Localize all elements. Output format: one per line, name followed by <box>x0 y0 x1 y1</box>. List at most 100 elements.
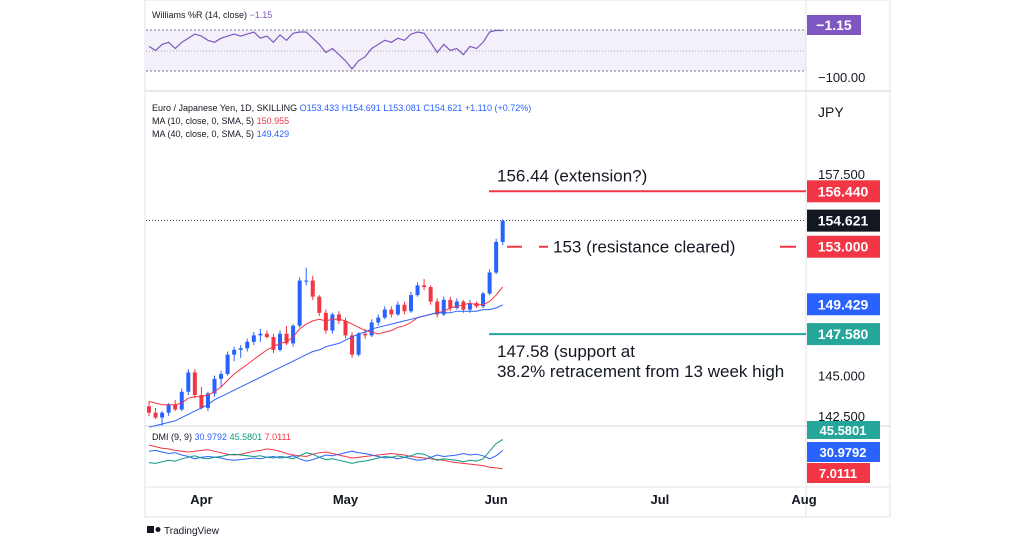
currency-label: JPY <box>818 104 844 120</box>
tradingview-logo-text: TradingView <box>164 526 220 537</box>
candle-body <box>461 301 466 310</box>
dmi-tag-0: 45.5801 <box>820 423 867 438</box>
symbol-legend: Euro / Japanese Yen, 1D, SKILLING O153.4… <box>152 103 531 113</box>
candle-body <box>415 285 420 296</box>
candle-body <box>258 333 263 336</box>
ma10-legend-value: 150.955 <box>257 116 290 126</box>
candle-body <box>147 406 151 413</box>
dmi-legend: DMI (9, 9) 30.9792 45.5801 7.0111 <box>152 432 291 442</box>
x-tick-apr: Apr <box>190 492 212 507</box>
candle-body <box>232 349 237 355</box>
level-note-1: 153 (resistance cleared) <box>553 238 735 257</box>
price-tag-bg-2 <box>807 323 880 346</box>
x-tick-may: May <box>333 492 359 507</box>
dmi-legend-minus: 45.5801 <box>230 432 263 442</box>
candle-body <box>500 220 505 242</box>
x-tick-aug: Aug <box>791 492 816 507</box>
y-tick-2: 142.500 <box>818 409 865 424</box>
candle-body <box>317 296 322 313</box>
ma40-legend: MA (40, close, 0, SMA, 5) 149.429 <box>152 129 289 139</box>
candle-body <box>278 333 282 350</box>
candle-body <box>205 393 210 408</box>
price-tag-3: 154.621 <box>818 213 869 229</box>
candle-body <box>153 412 158 418</box>
wr-value-tag-bg <box>807 15 861 35</box>
candle-body <box>264 333 269 337</box>
candle-body <box>448 299 453 308</box>
wr-legend-value: −1.15 <box>250 10 273 20</box>
wr-value-tag: −1.15 <box>816 17 852 33</box>
candle-body <box>382 309 387 318</box>
y-tick-1: 145.000 <box>818 369 865 384</box>
candle-body <box>435 301 440 315</box>
candle-body <box>422 285 427 288</box>
candle-body <box>389 309 394 315</box>
candle-body <box>363 333 368 336</box>
candle-body <box>199 394 204 408</box>
price-tag-bg-4 <box>807 293 880 316</box>
price-tag-bg-3 <box>807 209 880 232</box>
candle-body <box>160 412 165 418</box>
wr-legend: Williams %R (14, close) −1.15 <box>152 10 272 20</box>
candle-body <box>454 301 459 308</box>
candle-body <box>186 372 191 392</box>
candle-body <box>310 280 315 297</box>
ma10-line <box>148 286 504 406</box>
chart-frame <box>144 0 891 518</box>
candle-body <box>271 336 276 350</box>
ma40-line <box>148 304 503 428</box>
y-tick-0: 157.500 <box>818 167 865 182</box>
change-value: +1.110 (+0.72%) <box>465 103 531 113</box>
dmi-minus-di-line <box>148 449 504 462</box>
candle-body <box>238 348 243 350</box>
dmi-tag-bg-1 <box>807 442 880 462</box>
wr-series-line <box>148 29 503 70</box>
price-tag-bg-0 <box>807 180 880 203</box>
candle-body <box>376 317 381 323</box>
candle-body <box>173 404 178 410</box>
wr-bottom-label: −100.00 <box>818 70 865 85</box>
x-tick-jul: Jul <box>651 492 670 507</box>
price-tag-4: 149.429 <box>818 296 869 312</box>
tradingview-logo-icon <box>147 526 154 533</box>
candle-body <box>297 280 302 326</box>
level-note-0: 156.44 (extension?) <box>497 166 647 185</box>
candle-body <box>487 272 492 294</box>
candle-body <box>251 335 256 342</box>
dmi-tag-bg-2 <box>807 463 870 483</box>
candle-body <box>441 299 446 315</box>
candle-body <box>179 391 184 410</box>
candle-body <box>481 293 486 307</box>
candle-body <box>225 354 230 375</box>
candle-body <box>212 378 217 394</box>
price-tag-bg-1 <box>807 235 880 258</box>
candle-body <box>402 304 407 312</box>
level-note-2-line-0: 147.58 (support at <box>497 342 635 361</box>
candle-body <box>219 374 224 379</box>
candle-body <box>330 314 335 331</box>
level-note-2-line-1: 38.2% retracement from 13 week high <box>497 362 784 381</box>
dmi-tag-2: 7.0111 <box>819 466 857 481</box>
candle-body <box>395 304 400 315</box>
ma40-legend-value: 149.429 <box>257 129 290 139</box>
tradingview-logo: TradingView <box>147 526 220 537</box>
candle-body <box>284 333 289 344</box>
dmi-tag-bg-0 <box>807 421 880 439</box>
candle-body <box>428 287 433 302</box>
candle-body <box>467 303 472 310</box>
candle-body <box>192 372 197 395</box>
candle-body <box>323 312 328 331</box>
low-value: L153.081 <box>383 103 421 113</box>
candle-body <box>409 295 413 312</box>
tradingview-logo-dot <box>155 527 161 532</box>
dmi-tag-1: 30.9792 <box>820 445 867 460</box>
price-tag-2: 147.580 <box>818 326 869 342</box>
candle-body <box>166 404 171 413</box>
dmi-legend-adx: 7.0111 <box>265 432 291 442</box>
candle-body <box>356 333 361 355</box>
candle-body <box>291 325 296 344</box>
open-value: O153.433 <box>300 103 340 113</box>
candle-body <box>494 241 499 273</box>
dmi-legend-plus: 30.9792 <box>195 432 228 442</box>
